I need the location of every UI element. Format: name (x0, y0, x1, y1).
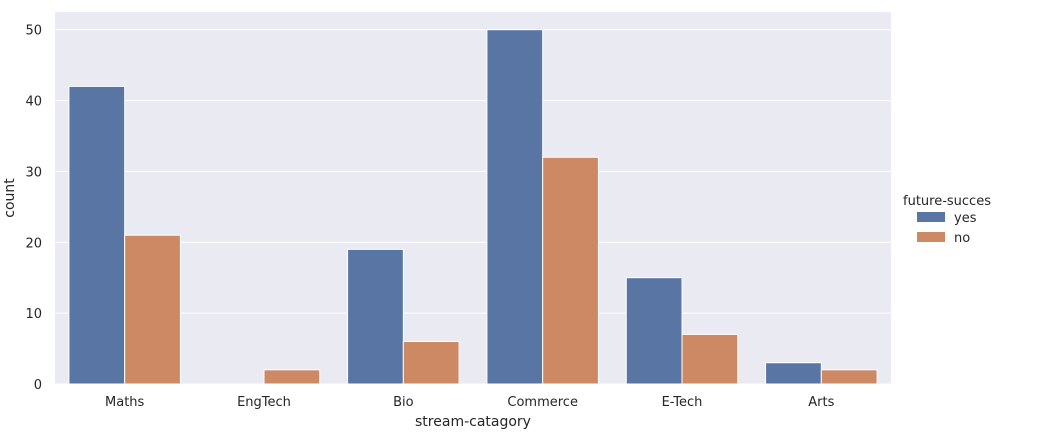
y-tick-label: 40 (25, 95, 42, 110)
legend-title: future-succes (903, 194, 991, 209)
bars-group (68, 29, 878, 385)
y-tick-label: 10 (25, 307, 42, 322)
legend-label-yes: yes (954, 211, 977, 226)
x-tick-label: Commerce (507, 395, 578, 410)
bar-yes-arts (765, 362, 822, 385)
x-tick-label: EngTech (237, 395, 291, 410)
bar-yes-e-tech (625, 277, 683, 385)
legend: future-succes yes no (903, 194, 991, 246)
x-tick-label: Bio (393, 395, 414, 410)
y-tick-label: 50 (25, 24, 42, 39)
bar-no-commerce (542, 156, 599, 385)
bar-no-e-tech (681, 333, 739, 385)
x-axis-ticks: Maths EngTech Bio Commerce E-Tech Arts (105, 395, 835, 410)
bar-no-engtech (263, 369, 321, 385)
y-tick-label: 30 (25, 165, 42, 180)
legend-label-no: no (954, 231, 970, 246)
bar-no-bio (402, 340, 460, 385)
plot-background (55, 12, 891, 384)
y-axis-ticks: 0 10 20 30 40 50 (25, 24, 42, 393)
legend-swatch-no (917, 232, 945, 242)
x-tick-label: Maths (105, 395, 145, 410)
bar-yes-commerce (486, 29, 544, 385)
x-tick-label: E-Tech (662, 395, 703, 410)
x-axis-title: stream-catagory (415, 414, 531, 430)
legend-swatch-yes (917, 212, 945, 222)
y-tick-label: 20 (25, 236, 42, 251)
y-tick-label: 0 (34, 378, 42, 393)
bar-yes-bio (347, 248, 404, 385)
y-axis-title: count (2, 178, 18, 218)
bar-yes-maths (68, 85, 126, 385)
x-tick-label: Arts (808, 395, 834, 410)
gridlines (55, 29, 891, 385)
bar-no-maths (124, 234, 181, 385)
bar-no-arts (820, 369, 878, 385)
